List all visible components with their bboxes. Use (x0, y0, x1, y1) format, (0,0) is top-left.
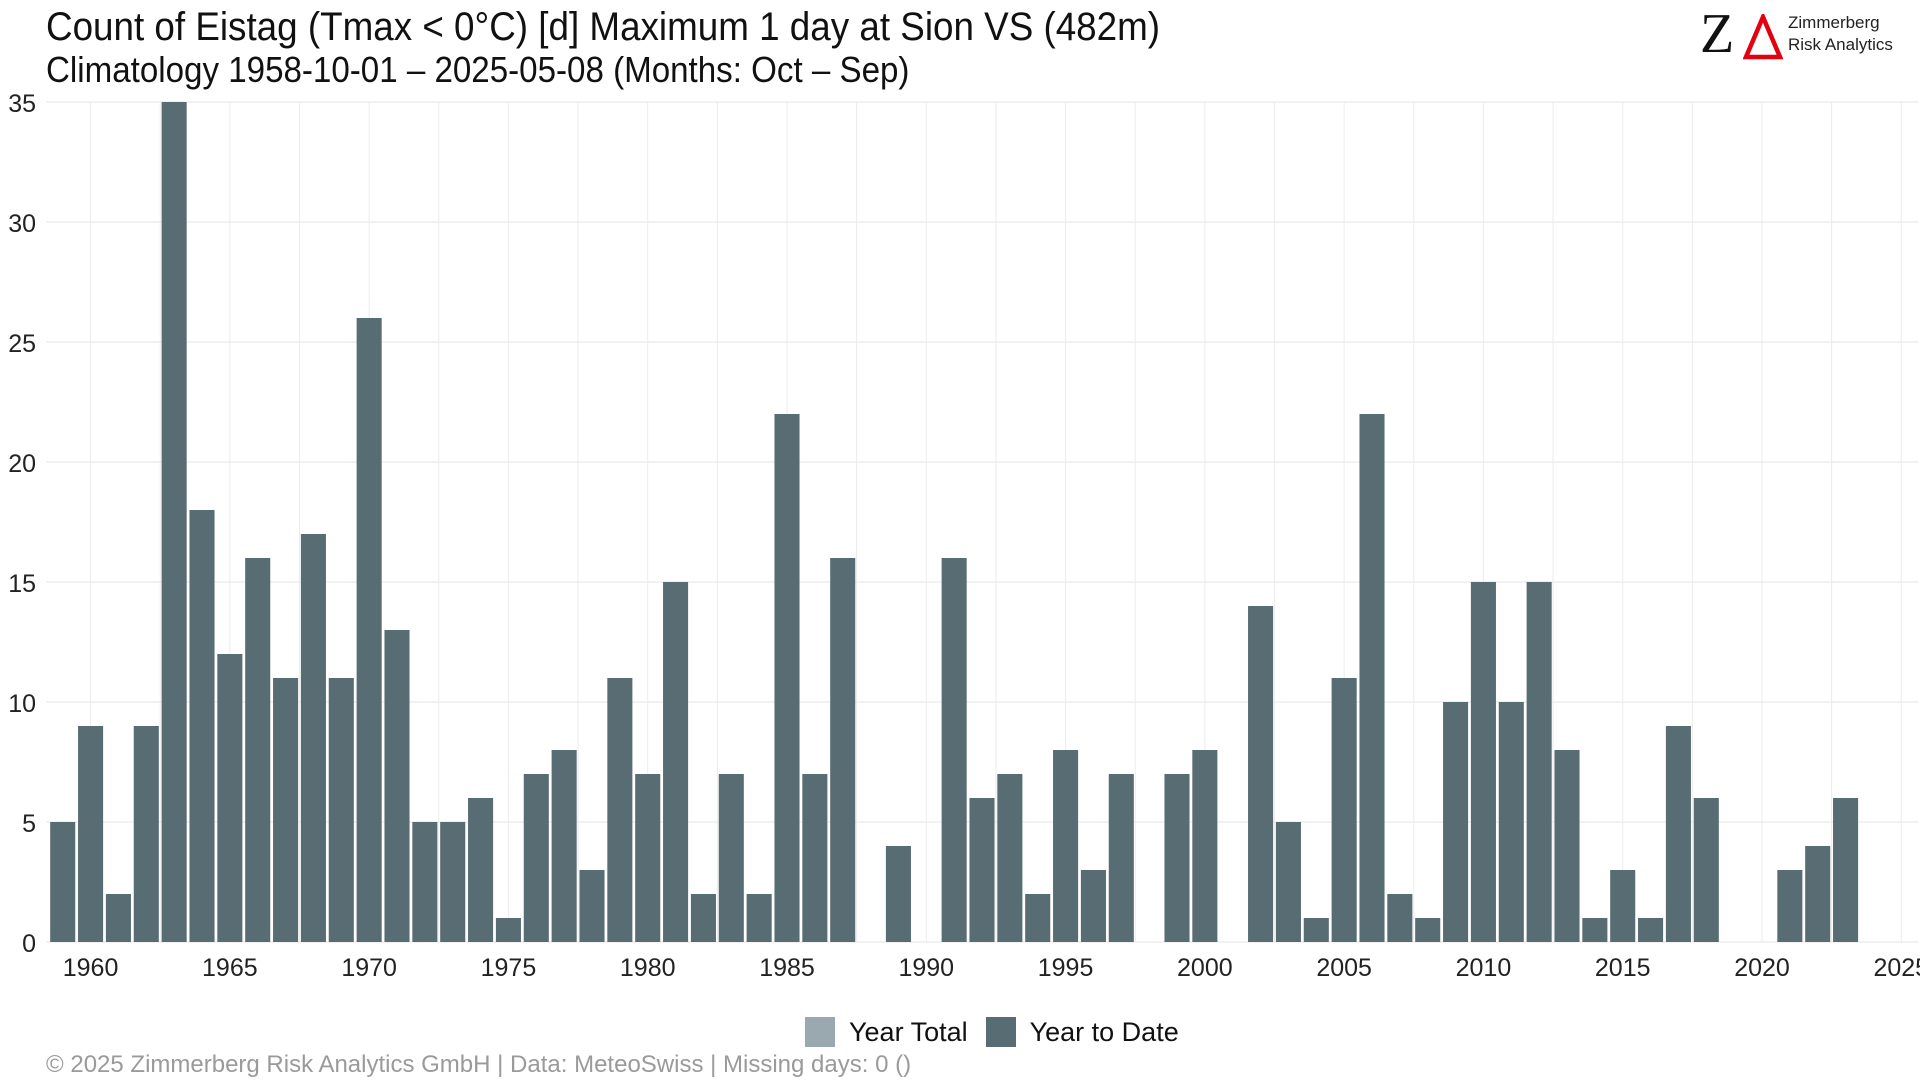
bar-1969 (328, 678, 354, 942)
y-tick-label: 0 (22, 930, 36, 958)
x-tick-label: 2000 (1177, 954, 1233, 982)
bar-2003 (1275, 822, 1301, 942)
y-tick-label: 35 (8, 90, 36, 118)
bar-1973 (440, 822, 466, 942)
bar-2006 (1359, 414, 1385, 942)
x-tick-label: 2005 (1316, 954, 1372, 982)
bar-1986 (802, 774, 828, 942)
bar-2009 (1443, 702, 1469, 942)
y-tick-label: 30 (8, 210, 36, 238)
x-tick-label: 2020 (1734, 954, 1790, 982)
x-tick-label: 1970 (341, 954, 397, 982)
bar-1996 (1080, 870, 1106, 942)
bar-1982 (690, 894, 716, 942)
x-tick-label: 1985 (759, 954, 815, 982)
bar-2011 (1498, 702, 1524, 942)
logo-line2: Risk Analytics (1788, 35, 1893, 54)
legend-swatch-year-total (805, 1017, 835, 1047)
y-tick-label: 5 (22, 810, 36, 838)
bar-1963 (161, 102, 187, 942)
bar-2004 (1303, 918, 1329, 942)
bar-2021 (1777, 870, 1803, 942)
bar-1965 (217, 654, 243, 942)
bar-1981 (663, 582, 689, 942)
x-tick-label: 1975 (481, 954, 537, 982)
y-tick-label: 15 (8, 570, 36, 598)
delta-icon (1743, 14, 1783, 60)
logo-mark: Z (1700, 3, 1735, 65)
bar-1974 (468, 798, 494, 942)
footer-credit: © 2025 Zimmerberg Risk Analytics GmbH | … (46, 1051, 912, 1078)
bar-2016 (1638, 918, 1664, 942)
bar-1966 (245, 558, 271, 942)
bar-1968 (300, 534, 326, 942)
bar-1967 (273, 678, 299, 942)
logo-line1: Zimmerberg (1788, 13, 1880, 32)
bar-1977 (551, 750, 577, 942)
bar-2015 (1610, 870, 1636, 942)
bar-2012 (1526, 582, 1552, 942)
x-tick-label: 2025 (1873, 954, 1920, 982)
bar-2010 (1470, 582, 1496, 942)
bar-1959 (50, 822, 76, 942)
bar-1978 (579, 870, 605, 942)
bar-1972 (412, 822, 438, 942)
bar-1992 (969, 798, 995, 942)
bar-1984 (746, 894, 772, 942)
x-tick-label: 1965 (202, 954, 258, 982)
company-logo: Z Zimmerberg Risk Analytics (1700, 3, 1910, 65)
bar-1989 (885, 846, 911, 942)
bar-2018 (1693, 798, 1719, 942)
bar-1983 (718, 774, 744, 942)
bar-1962 (133, 726, 159, 942)
chart-subtitle: Climatology 1958-10-01 – 2025-05-08 (Mon… (46, 49, 910, 90)
legend-label-year-total: Year Total (849, 1016, 968, 1047)
bar-2013 (1554, 750, 1580, 942)
bar-1975 (495, 918, 521, 942)
x-tick-label: 2015 (1595, 954, 1651, 982)
bar-1961 (105, 894, 131, 942)
bar-2008 (1415, 918, 1441, 942)
bar-1985 (774, 414, 800, 942)
x-tick-label: 1990 (898, 954, 954, 982)
logo-text: Zimmerberg Risk Analytics (1788, 12, 1893, 56)
bar-1976 (523, 774, 549, 942)
y-tick-label: 25 (8, 330, 36, 358)
bar-2007 (1387, 894, 1413, 942)
bar-2022 (1805, 846, 1831, 942)
y-tick-label: 20 (8, 450, 36, 478)
x-tick-label: 1980 (620, 954, 676, 982)
legend-item-year-total: Year Total (805, 1017, 968, 1048)
bar-1971 (384, 630, 410, 942)
bar-1979 (607, 678, 633, 942)
legend-swatch-year-to-date (985, 1017, 1016, 1047)
legend-item-year-to-date: Year to Date (985, 1016, 1179, 1048)
x-tick-label: 2010 (1456, 954, 1512, 982)
y-tick-label: 10 (8, 690, 36, 718)
bar-1964 (189, 510, 215, 942)
bar-1997 (1108, 774, 1134, 942)
bar-1995 (1053, 750, 1079, 942)
bar-1970 (356, 318, 382, 942)
bar-1999 (1164, 774, 1190, 942)
bar-1960 (78, 726, 104, 942)
bar-2000 (1192, 750, 1218, 942)
x-tick-label: 1960 (63, 954, 119, 982)
bar-2017 (1665, 726, 1691, 942)
legend-label-year-to-date: Year to Date (1029, 1016, 1179, 1047)
bar-1987 (830, 558, 856, 942)
bar-2002 (1248, 606, 1274, 942)
bar-1993 (997, 774, 1023, 942)
legend: Year Total Year to Date (805, 1015, 1197, 1049)
bar-1994 (1025, 894, 1051, 942)
bar-1980 (635, 774, 661, 942)
bar-1991 (941, 558, 967, 942)
bar-2023 (1833, 798, 1859, 942)
x-tick-label: 1995 (1038, 954, 1094, 982)
bar-2014 (1582, 918, 1608, 942)
bar-2005 (1331, 678, 1357, 942)
chart-title: Count of Eistag (Tmax < 0°C) [d] Maximum… (46, 5, 1161, 49)
